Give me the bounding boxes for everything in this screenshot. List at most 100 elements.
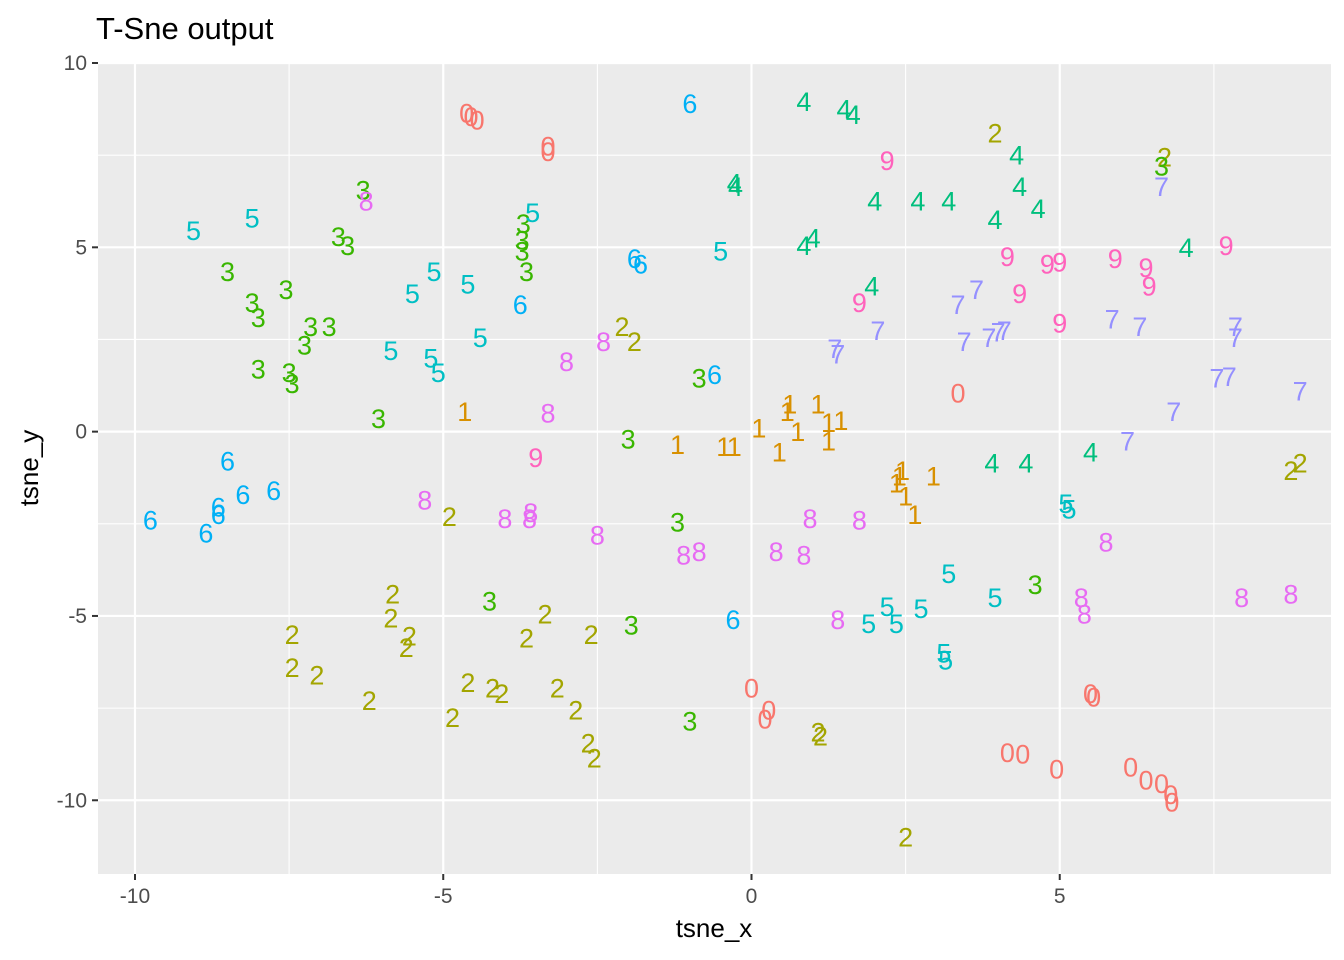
point-label-0: 0 <box>1139 765 1154 795</box>
point-label-7: 7 <box>1222 362 1237 392</box>
point-label-0: 0 <box>1123 753 1138 783</box>
point-label-7: 7 <box>1154 172 1169 202</box>
point-label-7: 7 <box>969 275 984 305</box>
point-label-2: 2 <box>568 695 583 725</box>
point-label-8: 8 <box>497 504 512 534</box>
point-label-5: 5 <box>245 203 260 233</box>
point-label-2: 2 <box>442 502 457 532</box>
point-label-2: 2 <box>362 686 377 716</box>
point-label-3: 3 <box>251 354 266 384</box>
point-label-5: 5 <box>880 592 895 622</box>
point-label-1: 1 <box>790 417 805 447</box>
point-label-6: 6 <box>220 447 235 477</box>
point-label-3: 3 <box>279 275 294 305</box>
point-label-9: 9 <box>1219 231 1234 261</box>
point-label-1: 1 <box>833 406 848 436</box>
point-label-1: 1 <box>751 413 766 443</box>
point-label-9: 9 <box>880 146 895 176</box>
point-label-3: 3 <box>1028 570 1043 600</box>
point-label-6: 6 <box>633 249 648 279</box>
point-label-5: 5 <box>938 646 953 676</box>
point-label-5: 5 <box>426 257 441 287</box>
point-label-8: 8 <box>1283 579 1298 609</box>
point-label-3: 3 <box>670 507 685 537</box>
point-label-9: 9 <box>1000 242 1015 272</box>
point-label-4: 4 <box>728 172 743 202</box>
minor-gridlines <box>98 63 1331 874</box>
point-label-2: 2 <box>385 579 400 609</box>
point-label-9: 9 <box>528 443 543 473</box>
point-label-3: 3 <box>251 303 266 333</box>
point-label-7: 7 <box>1105 305 1120 335</box>
point-label-8: 8 <box>1234 583 1249 613</box>
point-label-8: 8 <box>769 537 784 567</box>
point-label-8: 8 <box>590 520 605 550</box>
point-label-9: 9 <box>852 288 867 318</box>
point-label-2: 2 <box>309 660 324 690</box>
point-label-1: 1 <box>926 461 941 491</box>
point-label-1: 1 <box>821 408 836 438</box>
x-axis-title: tsne_x <box>676 913 753 943</box>
point-label-5: 5 <box>936 638 951 668</box>
point-label-0: 0 <box>459 98 474 128</box>
point-label-7: 7 <box>1120 426 1135 456</box>
point-label-1: 1 <box>907 500 922 530</box>
point-label-2: 2 <box>399 633 414 663</box>
point-label-2: 2 <box>519 624 534 654</box>
point-label-8: 8 <box>796 541 811 571</box>
point-label-0: 0 <box>1049 754 1064 784</box>
point-label-4: 4 <box>796 87 811 117</box>
point-label-3: 3 <box>624 611 639 641</box>
point-label-4: 4 <box>984 448 999 478</box>
point-label-2: 2 <box>1283 456 1298 486</box>
point-label-6: 6 <box>725 605 740 635</box>
point-label-1: 1 <box>457 397 472 427</box>
point-label-0: 0 <box>744 673 759 703</box>
x-tick-label: 0 <box>746 885 758 908</box>
chart-title: T-Sne output <box>96 11 274 46</box>
point-label-5: 5 <box>186 216 201 246</box>
point-label-4: 4 <box>836 95 851 125</box>
point-label-5: 5 <box>405 279 420 309</box>
point-label-2: 2 <box>581 729 596 759</box>
point-label-7: 7 <box>870 316 885 346</box>
point-label-2: 2 <box>494 679 509 709</box>
point-label-3: 3 <box>692 364 707 394</box>
point-label-3: 3 <box>340 231 355 261</box>
point-label-0: 0 <box>761 695 776 725</box>
point-label-2: 2 <box>615 312 630 342</box>
point-label-7: 7 <box>1228 312 1243 342</box>
point-label-7: 7 <box>951 290 966 320</box>
point-label-3: 3 <box>515 237 530 267</box>
point-label-4: 4 <box>1009 141 1024 171</box>
point-label-8: 8 <box>852 506 867 536</box>
point-label-4: 4 <box>864 272 879 302</box>
point-label-2: 2 <box>1293 448 1308 478</box>
point-label-5: 5 <box>889 609 904 639</box>
point-label-1: 1 <box>670 430 685 460</box>
point-label-2: 2 <box>402 622 417 652</box>
point-label-5: 5 <box>713 237 728 267</box>
point-label-2: 2 <box>285 620 300 650</box>
point-label-1: 1 <box>889 469 904 499</box>
point-label-3: 3 <box>1154 152 1169 182</box>
point-label-7: 7 <box>957 327 972 357</box>
point-label-7: 7 <box>1228 323 1243 353</box>
point-label-5: 5 <box>1061 495 1076 525</box>
y-tick-label: -5 <box>68 605 87 628</box>
point-label-6: 6 <box>266 476 281 506</box>
point-label-5: 5 <box>1058 489 1073 519</box>
point-label-5: 5 <box>861 609 876 639</box>
point-label-1: 1 <box>895 456 910 486</box>
point-label-3: 3 <box>482 587 497 617</box>
point-label-3: 3 <box>331 222 346 252</box>
point-label-0: 0 <box>1086 683 1101 713</box>
point-label-8: 8 <box>1098 528 1113 558</box>
point-label-9: 9 <box>1139 253 1154 283</box>
point-label-7: 7 <box>1209 364 1224 394</box>
point-label-2: 2 <box>383 603 398 633</box>
y-tick-label: -10 <box>57 789 87 812</box>
point-label-3: 3 <box>515 225 530 255</box>
